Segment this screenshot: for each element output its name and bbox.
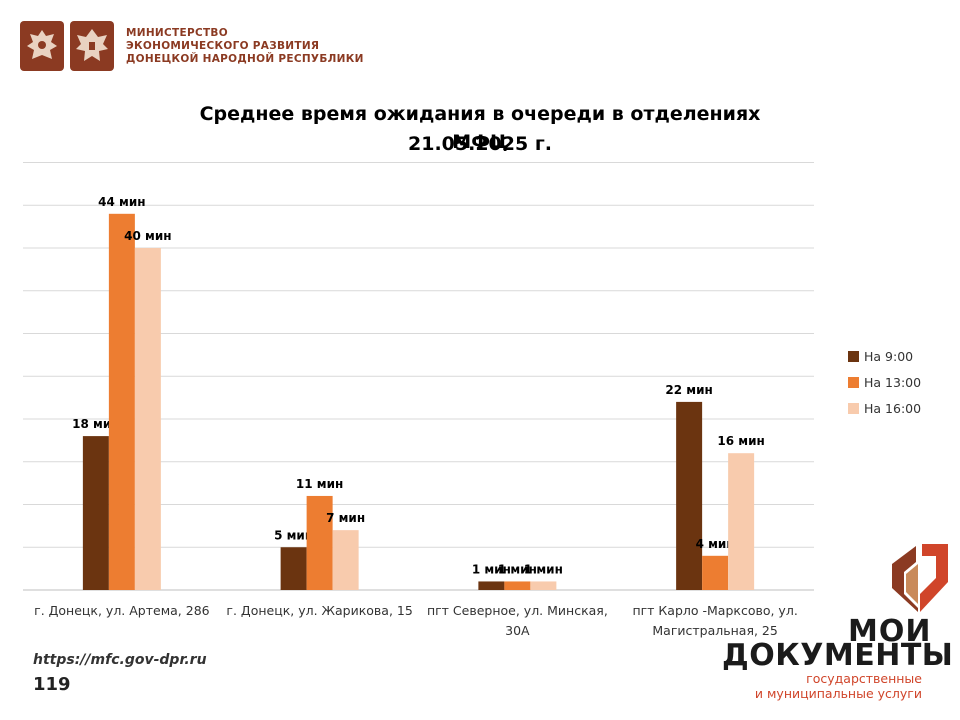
data-label: 11 мин (296, 477, 343, 491)
legend-item-16: На 16:00 (848, 395, 921, 421)
data-label: 1 мин (498, 562, 537, 576)
chart-legend: На 9:00 На 13:00 На 16:00 (848, 343, 921, 421)
brand-word-dokumenty: ДОКУМЕНТЫ (722, 638, 954, 673)
bar (504, 581, 531, 590)
dpr-emblem-icon (70, 21, 114, 71)
legend-item-9: На 9:00 (848, 343, 921, 369)
ministry-line-1: МИНИСТЕРСТВО (126, 26, 228, 39)
legend-label-16: На 16:00 (864, 400, 922, 416)
bar (530, 581, 557, 590)
page-number: 119 (33, 674, 71, 695)
bar (332, 530, 359, 590)
data-label: 4 мин (696, 537, 735, 551)
website-link[interactable]: https://mfc.gov-dpr.ru (33, 652, 207, 668)
legend-label-9: На 9:00 (864, 348, 914, 364)
x-tick-label: пгт Северное, ул. Минская, (427, 603, 608, 618)
brand-word-moi: МОИ (848, 614, 932, 649)
data-label: 22 мин (665, 383, 712, 397)
x-tick-label: г. Донецк, ул. Жарикова, 15 (226, 603, 412, 618)
legend-swatch-16 (848, 402, 859, 414)
russia-emblem-icon (20, 21, 64, 71)
bar (728, 453, 755, 590)
bar (478, 581, 505, 590)
x-tick-label: Магистральная, 25 (652, 623, 777, 638)
legend-label-13: На 13:00 (864, 374, 922, 390)
x-tick-label: 30А (505, 623, 530, 638)
bar (134, 248, 161, 590)
ministry-line-2: ЭКОНОМИЧЕСКОГО РАЗВИТИЯ (126, 39, 320, 52)
data-label: 40 мин (124, 229, 171, 243)
moi-dokumenty-logo-icon (892, 544, 948, 612)
bar (82, 436, 109, 590)
chart-title-line-2: 21.05.2025 г. (408, 133, 552, 155)
bar (676, 401, 703, 590)
legend-item-13: На 13:00 (848, 369, 921, 395)
legend-swatch-9 (848, 350, 859, 362)
ministry-name: МИНИСТЕРСТВО ЭКОНОМИЧЕСКОГО РАЗВИТИЯ ДОН… (126, 27, 364, 66)
x-tick-label: г. Донецк, ул. Артема, 286 (34, 603, 210, 618)
data-label: 18 мин (72, 417, 119, 431)
data-label: 44 мин (98, 195, 145, 209)
data-label: 16 мин (717, 434, 764, 448)
brand-subtitle-2: и муниципальные услуги (754, 686, 922, 701)
ministry-line-3: ДОНЕЦКОЙ НАРОДНОЙ РЕСПУБЛИКИ (126, 52, 364, 65)
data-label: 1 мин (524, 562, 563, 576)
data-label: 5 мин (274, 528, 313, 542)
x-tick-label: пгт Карло -Марксово, ул. (632, 603, 797, 618)
bar (702, 555, 729, 590)
brand-subtitle-1: государственные (806, 671, 922, 686)
chart-title-line-1: Среднее время ожидания в очереди в отдел… (199, 103, 761, 153)
bar (306, 495, 333, 590)
header: МИНИСТЕРСТВО ЭКОНОМИЧЕСКОГО РАЗВИТИЯ ДОН… (20, 20, 364, 72)
data-label: 7 мин (326, 511, 365, 525)
bar (280, 547, 307, 590)
legend-swatch-13 (848, 376, 859, 388)
data-label: 1 мин (472, 562, 511, 576)
bar (108, 213, 135, 591)
bar-chart: 18 мин 44 мин 40 мин г. Донецк, ул. Артема,… (23, 162, 814, 638)
